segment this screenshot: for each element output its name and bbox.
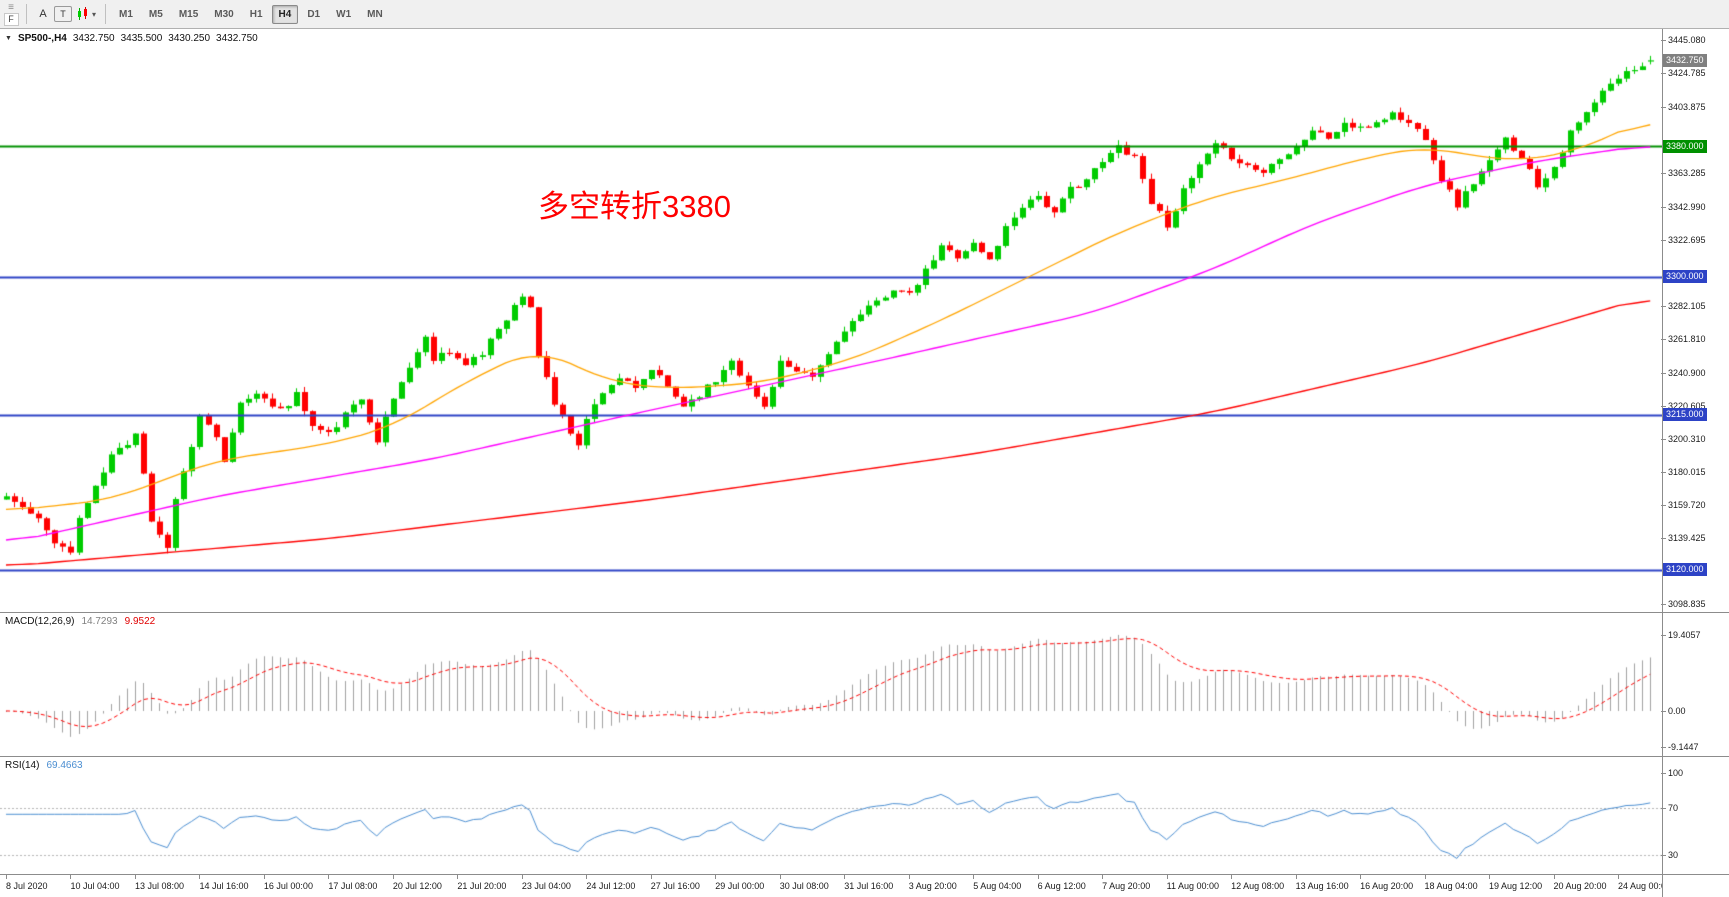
symbol-name: SP500-,H4 <box>17 33 67 44</box>
time-axis-label: 27 Jul 16:00 <box>650 875 700 891</box>
time-axis-label: 24 Aug 00:00 <box>1618 875 1662 891</box>
time-axis[interactable]: 8 Jul 2020 10 Jul 04:00 13 Jul 08:00 14 Jul… <box>0 875 1662 897</box>
time-axis-label: 31 Jul 16:00 <box>844 875 894 891</box>
rsi-scale-label: 70 <box>1660 803 1679 814</box>
time-axis-label: 6 Aug 12:00 <box>1037 875 1086 891</box>
ohlc-low: 3430.250 <box>168 33 211 44</box>
macd-main-value: 14.7293 <box>81 616 118 627</box>
price-scale-label: 3220.605 <box>1661 400 1706 411</box>
ohlc-open: 3432.750 <box>72 33 115 44</box>
price-scale-label: 3159.720 <box>1661 499 1706 510</box>
timeframe-button-h1[interactable]: H1 <box>243 5 270 24</box>
time-axis-label: 8 Jul 2020 <box>6 875 48 891</box>
time-axis-label: 16 Aug 20:00 <box>1360 875 1414 891</box>
price-scale-label: 3363.285 <box>1661 168 1706 179</box>
time-axis-label: 13 Jul 08:00 <box>134 875 184 891</box>
current-price-tag: 3432.750 <box>1663 53 1707 67</box>
rsi-label: RSI(14) 69.4663 <box>5 760 83 771</box>
time-axis-label: 13 Aug 16:00 <box>1295 875 1349 891</box>
hline-price-tag[interactable]: 3120.000 <box>1663 563 1707 577</box>
toolbar: ≡ F A T ▾ M1 M5 M15 M30 H1 H4 D1 W1 MN <box>0 0 1729 29</box>
timeframe-button-m15[interactable]: M15 <box>172 5 205 24</box>
price-scale-label: 3261.810 <box>1661 333 1706 344</box>
rsi-panel: RSI(14) 69.4663 100 70 30 <box>0 757 1729 875</box>
time-axis-label: 10 Jul 04:00 <box>70 875 120 891</box>
chart-window: ▼ SP500-,H4 3432.750 3435.500 3430.250 3… <box>0 29 1729 897</box>
rsi-scale-label: 30 <box>1660 850 1679 861</box>
price-scale-label: 3342.990 <box>1661 201 1706 212</box>
toolbar-separator <box>105 4 107 24</box>
time-axis-label: 14 Jul 16:00 <box>199 875 249 891</box>
rsi-value: 69.4663 <box>46 760 83 771</box>
macd-label: MACD(12,26,9) 14.7293 9.9522 <box>5 616 155 627</box>
time-axis-label: 3 Aug 20:00 <box>908 875 957 891</box>
timeframe-button-w1[interactable]: W1 <box>329 5 358 24</box>
f-button[interactable]: F <box>3 12 19 26</box>
macd-name: MACD(12,26,9) <box>5 616 75 627</box>
macd-scale-label: -9.1447 <box>1661 741 1699 752</box>
time-axis-label: 20 Jul 12:00 <box>392 875 442 891</box>
price-scale-label: 3200.310 <box>1661 433 1706 444</box>
candlestick-icon <box>78 7 87 20</box>
price-scale-label: 3424.785 <box>1661 68 1706 79</box>
time-axis-label: 24 Jul 12:00 <box>586 875 636 891</box>
collapse-arrow-icon[interactable]: ▼ <box>5 35 12 42</box>
textbox-tool-button[interactable]: T <box>54 6 72 22</box>
toolbar-grip[interactable]: ≡ F <box>2 0 20 28</box>
timeframe-button-mn[interactable]: MN <box>360 5 390 24</box>
candlestick-tool-dropdown[interactable]: ▾ <box>73 4 99 24</box>
price-scale-label: 3240.900 <box>1661 367 1706 378</box>
rsi-canvas[interactable] <box>0 757 1662 874</box>
macd-signal-value: 9.9522 <box>124 616 156 627</box>
time-axis-label: 5 Aug 04:00 <box>973 875 1022 891</box>
time-axis-label: 11 Aug 00:00 <box>1166 875 1220 891</box>
chart-title: ▼ SP500-,H4 3432.750 3435.500 3430.250 3… <box>5 33 258 44</box>
time-axis-label: 19 Aug 12:00 <box>1489 875 1543 891</box>
price-scale-separator <box>1662 29 1663 897</box>
price-scale-label: 3098.835 <box>1661 599 1706 610</box>
macd-panel: MACD(12,26,9) 14.7293 9.9522 19.4057 0.00… <box>0 613 1729 757</box>
main-chart-panel: ▼ SP500-,H4 3432.750 3435.500 3430.250 3… <box>0 29 1729 613</box>
macd-scale-label: 19.4057 <box>1661 629 1701 640</box>
toolbar-separator <box>26 4 27 24</box>
timeframe-button-m30[interactable]: M30 <box>207 5 240 24</box>
price-chart-canvas[interactable] <box>0 29 1662 612</box>
grip-icon: ≡ <box>8 1 14 13</box>
price-scale-label: 3180.015 <box>1661 466 1706 477</box>
chart-annotation-text[interactable]: 多空转折3380 <box>538 189 731 224</box>
ohlc-high: 3435.500 <box>120 33 163 44</box>
time-axis-label: 20 Aug 20:00 <box>1553 875 1607 891</box>
hline-price-tag[interactable]: 3300.000 <box>1663 270 1707 284</box>
timeframe-group: M1 M5 M15 M30 H1 H4 D1 W1 MN <box>112 4 390 24</box>
rsi-scale-label: 100 <box>1660 768 1684 779</box>
timeframe-button-m1[interactable]: M1 <box>112 5 140 24</box>
time-axis-label: 21 Jul 20:00 <box>457 875 507 891</box>
timeframe-button-m5[interactable]: M5 <box>142 5 170 24</box>
timeframe-button-d1[interactable]: D1 <box>300 5 327 24</box>
price-scale-label: 3445.080 <box>1661 35 1706 46</box>
time-axis-label: 29 Jul 00:00 <box>715 875 765 891</box>
macd-canvas[interactable] <box>0 613 1662 756</box>
text-label-tool-button[interactable]: A <box>33 4 53 24</box>
timeframe-button-h4[interactable]: H4 <box>271 4 299 24</box>
price-scale-label: 3282.105 <box>1661 300 1706 311</box>
macd-scale-label: 0.00 <box>1661 705 1686 716</box>
price-scale-label: 3322.695 <box>1661 234 1706 245</box>
chevron-down-icon: ▾ <box>92 9 97 19</box>
hline-price-tag[interactable]: 3215.000 <box>1663 408 1707 422</box>
time-axis-label: 30 Jul 08:00 <box>779 875 829 891</box>
rsi-name: RSI(14) <box>5 760 40 771</box>
time-axis-label: 23 Jul 04:00 <box>521 875 571 891</box>
ohlc-close: 3432.750 <box>216 33 258 44</box>
time-axis-label: 7 Aug 20:00 <box>1102 875 1151 891</box>
hline-price-tag[interactable]: 3380.000 <box>1663 139 1707 153</box>
time-axis-label: 18 Aug 04:00 <box>1424 875 1478 891</box>
price-scale-label: 3139.425 <box>1661 533 1706 544</box>
price-scale-label: 3403.875 <box>1661 102 1706 113</box>
time-axis-label: 12 Aug 08:00 <box>1231 875 1285 891</box>
time-axis-label: 17 Jul 08:00 <box>328 875 378 891</box>
time-axis-label: 16 Jul 00:00 <box>263 875 313 891</box>
